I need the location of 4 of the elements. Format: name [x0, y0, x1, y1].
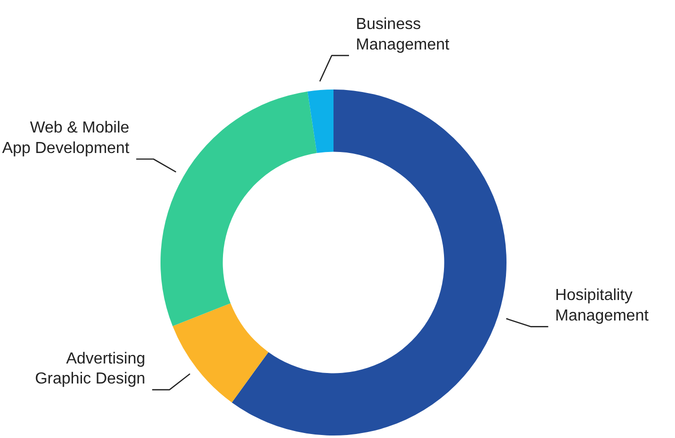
slice-label: Web & Mobile App Development — [2, 120, 130, 158]
slice-label: Business Management — [356, 16, 450, 54]
slice-label: Hosipitality Management — [555, 287, 650, 325]
slice-label: Advertising Graphic Design — [34, 350, 146, 388]
